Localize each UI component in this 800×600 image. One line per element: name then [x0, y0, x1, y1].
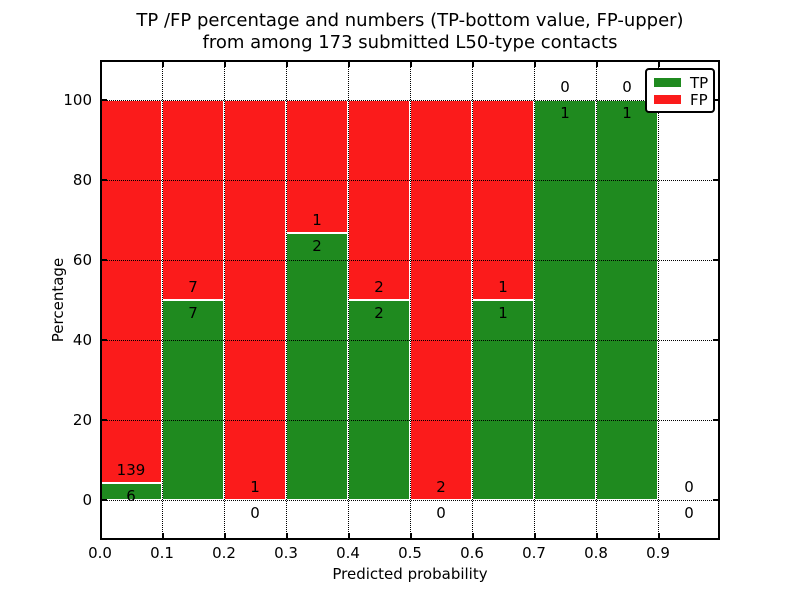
x-tick-label-0.8: 0.8 [584, 544, 608, 562]
x-tick-label-0.7: 0.7 [522, 544, 546, 562]
fp-color-swatch [654, 95, 681, 104]
x-tick-label-0.2: 0.2 [212, 544, 236, 562]
legend-item-tp: TP [654, 73, 709, 92]
x-tick-label-0.5: 0.5 [398, 544, 422, 562]
chart-title: TP /FP percentage and numbers (TP-bottom… [100, 10, 720, 54]
tp-bar-bin7 [534, 100, 596, 500]
legend-label-tp: TP [690, 73, 709, 92]
y-axis-label: Percentage [49, 257, 67, 343]
y-tick-label-80: 80 [72, 171, 92, 189]
tp-bar-bin3 [286, 233, 348, 500]
fp-bar-bin0 [100, 100, 162, 484]
y-tick-label-40: 40 [72, 331, 92, 349]
fp-bar-bin1 [162, 100, 224, 300]
x-axis-label: Predicted probability [332, 565, 488, 583]
fp-bar-bin4 [348, 100, 410, 300]
x-tick-label-0.3: 0.3 [274, 544, 298, 562]
x-tick-label-0.1: 0.1 [150, 544, 174, 562]
tp-bar-bin1 [162, 300, 224, 500]
legend-label-fp: FP [690, 90, 708, 109]
fp-bar-bin3 [286, 100, 348, 234]
tp-bar-bin6 [472, 300, 534, 500]
tp-bar-bin8 [596, 100, 658, 500]
x-tick-label-0.9: 0.9 [646, 544, 670, 562]
tp-color-swatch [654, 78, 681, 87]
fp-bar-bin5 [410, 100, 472, 500]
fp-bar-bin2 [224, 100, 286, 500]
y-tick-label-60: 60 [72, 251, 92, 269]
legend: TP FP [645, 68, 715, 113]
y-tick-label-20: 20 [72, 411, 92, 429]
chart-title-line1: TP /FP percentage and numbers (TP-bottom… [136, 10, 684, 31]
fp-bar-bin6 [472, 100, 534, 300]
y-tick-label-0: 0 [82, 491, 92, 509]
tp-bar-bin4 [348, 300, 410, 500]
tp-bar-bin0 [100, 483, 162, 500]
x-tick-label-0.0: 0.0 [88, 544, 112, 562]
chart-title-line2: from among 173 submitted L50-type contac… [202, 32, 618, 53]
x-tick-label-0.6: 0.6 [460, 544, 484, 562]
legend-item-fp: FP [654, 90, 708, 109]
x-tick-label-0.4: 0.4 [336, 544, 360, 562]
y-tick-label-100: 100 [63, 91, 92, 109]
